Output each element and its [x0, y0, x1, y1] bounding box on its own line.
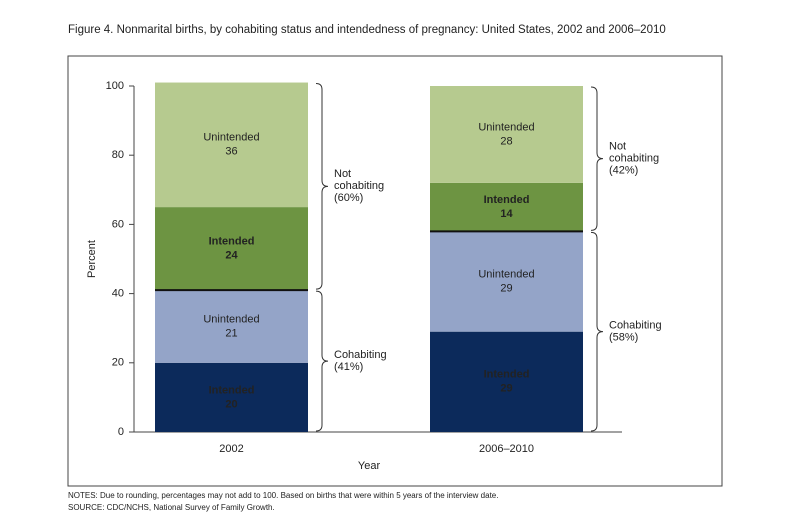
data-label: 29 [500, 282, 512, 294]
data-label: 21 [225, 327, 237, 339]
bar-segment [430, 86, 583, 183]
note: SOURCE: CDC/NCHS, National Survey of Fam… [68, 503, 275, 512]
frame [67, 55, 723, 487]
data-label: 36 [225, 146, 237, 158]
bracket [315, 290, 329, 432]
bracket [315, 83, 329, 290]
bar-segment [430, 331, 583, 432]
y-tick-label: 0 [118, 426, 124, 438]
x-tick-label: 2006–2010 [479, 443, 534, 455]
x-tick-label: 2002 [219, 443, 243, 455]
y-tick-label: 100 [106, 80, 124, 92]
bracket-label: Not [609, 141, 626, 153]
data-label: 29 [500, 383, 512, 395]
bracket [590, 86, 604, 231]
data-label: 24 [225, 250, 238, 262]
y-axis-label: Percent [86, 240, 98, 278]
y-tick-label: 20 [112, 357, 124, 369]
y-tick-label: 60 [112, 218, 124, 230]
segment-name: Unintended [478, 121, 534, 133]
note: NOTES: Due to rounding, percentages may … [68, 491, 498, 500]
segment-name: Intended [484, 194, 530, 206]
segment-name: Intended [484, 369, 530, 381]
bracket-label: (42%) [609, 165, 638, 177]
segment-name: Unintended [203, 132, 259, 144]
bar-segment [155, 362, 308, 432]
bracket-label: cohabiting [609, 153, 659, 165]
bracket-label: cohabiting [334, 180, 384, 192]
bar-segment [155, 207, 308, 291]
y-tick-label: 80 [112, 149, 124, 161]
segment-name: Unintended [203, 313, 259, 325]
bracket [590, 231, 604, 432]
bracket-label: (60%) [334, 192, 363, 204]
data-label: 14 [500, 208, 513, 220]
y-tick-label: 40 [112, 288, 124, 300]
chart-title: Figure 4. Nonmarital births, by cohabiti… [68, 24, 666, 36]
bar-segment [155, 290, 308, 363]
segment-name: Intended [209, 384, 255, 396]
bracket-label: (58%) [609, 332, 638, 344]
segment-name: Intended [209, 236, 255, 248]
data-label: 20 [225, 398, 237, 410]
bar-segment [430, 182, 583, 232]
segment-name: Unintended [478, 268, 534, 280]
bracket-label: Cohabiting [334, 349, 387, 361]
bar-segment [155, 82, 308, 208]
bar-segment [430, 231, 583, 332]
bracket-label: Cohabiting [609, 320, 662, 332]
x-axis-label: Year [358, 460, 381, 472]
data-label: 28 [500, 135, 512, 147]
bracket-label: (41%) [334, 361, 363, 373]
bracket-label: Not [334, 168, 351, 180]
